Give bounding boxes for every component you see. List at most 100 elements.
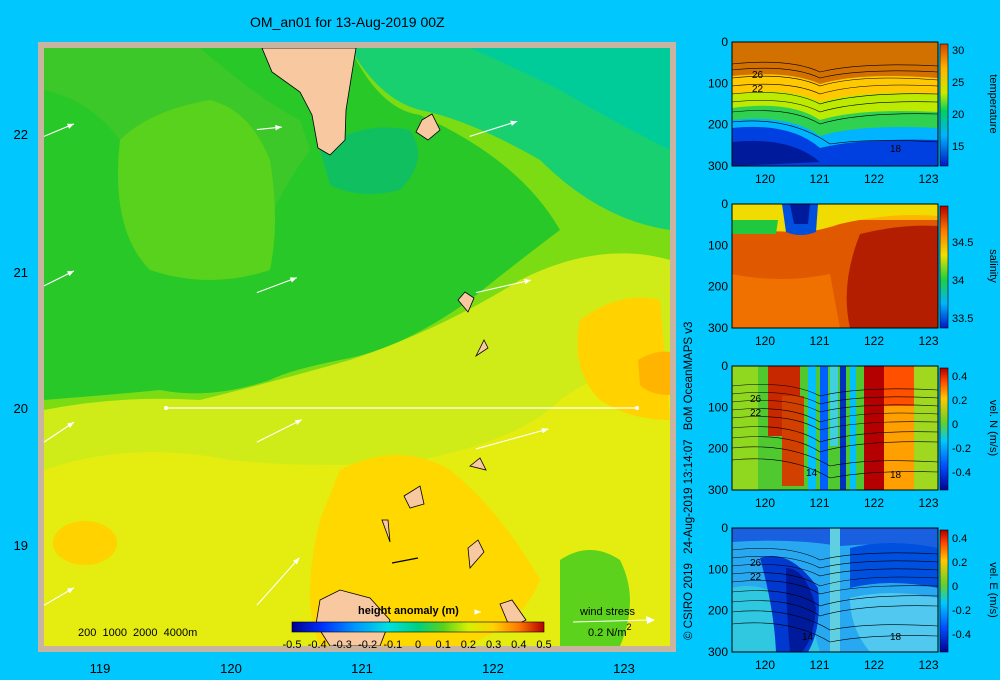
depth-legend: 200 1000 2000 4000m: [78, 627, 197, 639]
map-y-tick: 22: [14, 127, 28, 142]
wind-arrow: [256, 124, 282, 131]
wind-arrow: [469, 120, 518, 137]
colorbar-tick-label: 0.1: [436, 639, 451, 651]
credit-source: BoM OceanMAPS v3: [683, 321, 695, 431]
section-lon-tick: 122: [864, 496, 884, 510]
section-colorbar-tick: -0.2: [952, 605, 971, 617]
vel-e-panel: 26 22 14 18: [731, 527, 949, 653]
credit-copyright: © CSIRO 2019: [683, 563, 695, 640]
section-line: [164, 406, 639, 410]
wind-arrow: [43, 270, 75, 287]
section-lon-tick: 122: [864, 172, 884, 186]
contour-label: 22: [750, 572, 762, 583]
map-x-tick: 120: [220, 661, 242, 676]
contour-label: 18: [890, 144, 902, 155]
section-depth-tick: 100: [708, 76, 728, 90]
map-axes: 119 120 121 122 123 22 21 20 19: [14, 127, 635, 676]
colorbar-tick-label: -0.4: [308, 639, 327, 651]
section-depth-tick: 100: [708, 400, 728, 414]
contour-label: 26: [750, 394, 762, 405]
map-y-tick: 20: [14, 401, 28, 416]
wind-legend-label: wind stress: [579, 606, 636, 618]
section-colorbar-tick: 25: [952, 77, 964, 89]
colorbar-tick-label: -0.1: [383, 639, 402, 651]
salinity-panel: [731, 203, 949, 329]
section-lon-tick: 123: [918, 334, 938, 348]
colorbar-tick-label: -0.3: [333, 639, 352, 651]
section-depth-tick: 300: [708, 483, 728, 497]
section-lon-tick: 121: [809, 496, 829, 510]
section-variable-label: vel. N (m/s): [987, 400, 999, 456]
section-lon-tick: 120: [755, 658, 775, 672]
section-depth-tick: 100: [708, 562, 728, 576]
credit-timestamp: 24-Aug-2019 13:14:07: [683, 439, 695, 554]
wind-arrow: [43, 587, 75, 606]
section-colorbar-tick: 0.4: [952, 371, 967, 383]
height-anomaly-field: [44, 48, 670, 646]
contour-label: 14: [802, 632, 814, 643]
section-lon-tick: 120: [755, 496, 775, 510]
height-colorbar: height anomaly (m) -0.5 -0.4 -0.3 -0.2 -0.1 0…: [283, 605, 552, 651]
colorbar-tick-label: 0.5: [536, 639, 551, 651]
section-variable-label: salinity: [987, 249, 999, 283]
colorbar-title: height anomaly (m): [358, 605, 459, 617]
section-depth-tick: 0: [721, 521, 728, 535]
section-depth-tick: 0: [721, 197, 728, 211]
section-depth-tick: 100: [708, 238, 728, 252]
contour-label: 22: [752, 84, 764, 95]
map-x-tick: 122: [482, 661, 504, 676]
section-colorbar-tick: 33.5: [952, 313, 973, 325]
wind-arrow: [256, 419, 303, 443]
section-depth-tick: 300: [708, 159, 728, 173]
section-lon-tick: 120: [755, 172, 775, 186]
section-colorbar-tick: -0.2: [952, 443, 971, 455]
section-depth-tick: 200: [708, 604, 728, 618]
section-depth-tick: 0: [721, 359, 728, 373]
wind-arrow: [474, 609, 481, 615]
section-lon-tick: 122: [864, 334, 884, 348]
section-lon-tick: 122: [864, 658, 884, 672]
colorbar-tick-label: 0: [415, 639, 421, 651]
section-colorbar-tick: 0: [952, 419, 958, 431]
wind-vectors: [43, 120, 549, 615]
section-colorbar-tick: 30: [952, 45, 964, 57]
map-y-tick: 19: [14, 538, 28, 553]
section-depth-tick: 0: [721, 35, 728, 49]
chart-title: OM_an01 for 13-Aug-2019 00Z: [250, 14, 445, 30]
wind-arrow: [475, 428, 549, 450]
contour-label: 22: [750, 408, 762, 419]
section-colorbar-tick: -0.4: [952, 467, 971, 479]
section-lon-tick: 123: [918, 172, 938, 186]
section-colorbar-tick: 0.4: [952, 533, 967, 545]
section-colorbar-tick: 0: [952, 581, 958, 593]
contour-label: 18: [890, 632, 902, 643]
vel-n-panel: 26 22 14 18: [731, 365, 949, 491]
svg-text:0.2 N/m2: 0.2 N/m2: [588, 622, 632, 639]
wind-arrow: [43, 123, 75, 137]
map-x-tick: 121: [351, 661, 373, 676]
map-x-tick: 123: [613, 661, 635, 676]
section-colorbar-tick: 0.2: [952, 557, 967, 569]
section-depth-tick: 200: [708, 118, 728, 132]
section-colorbar-tick: 15: [952, 141, 964, 153]
colorbar-tick-label: 0.2: [461, 639, 476, 651]
section-depth-tick: 200: [708, 280, 728, 294]
contour-label: 14: [806, 468, 818, 479]
colorbar-tick-label: 0.3: [486, 639, 501, 651]
wind-arrow: [475, 278, 532, 294]
contour-label: 18: [890, 470, 902, 481]
section-lon-tick: 121: [809, 658, 829, 672]
contour-label: 26: [750, 558, 762, 569]
section-depth-tick: 300: [708, 321, 728, 335]
colorbar-tick-label: -0.5: [283, 639, 302, 651]
section-depth-tick: 300: [708, 645, 728, 659]
section-variable-label: temperature: [987, 74, 999, 133]
map-x-tick: 119: [90, 661, 111, 676]
section-lon-tick: 123: [918, 658, 938, 672]
map-y-tick: 21: [14, 265, 28, 280]
section-panels: 26 22 18: [708, 35, 999, 672]
wind-legend-units-sup: 2: [627, 622, 632, 632]
section-colorbar-tick: 20: [952, 109, 964, 121]
temperature-panel: 26 22 18: [731, 41, 949, 167]
